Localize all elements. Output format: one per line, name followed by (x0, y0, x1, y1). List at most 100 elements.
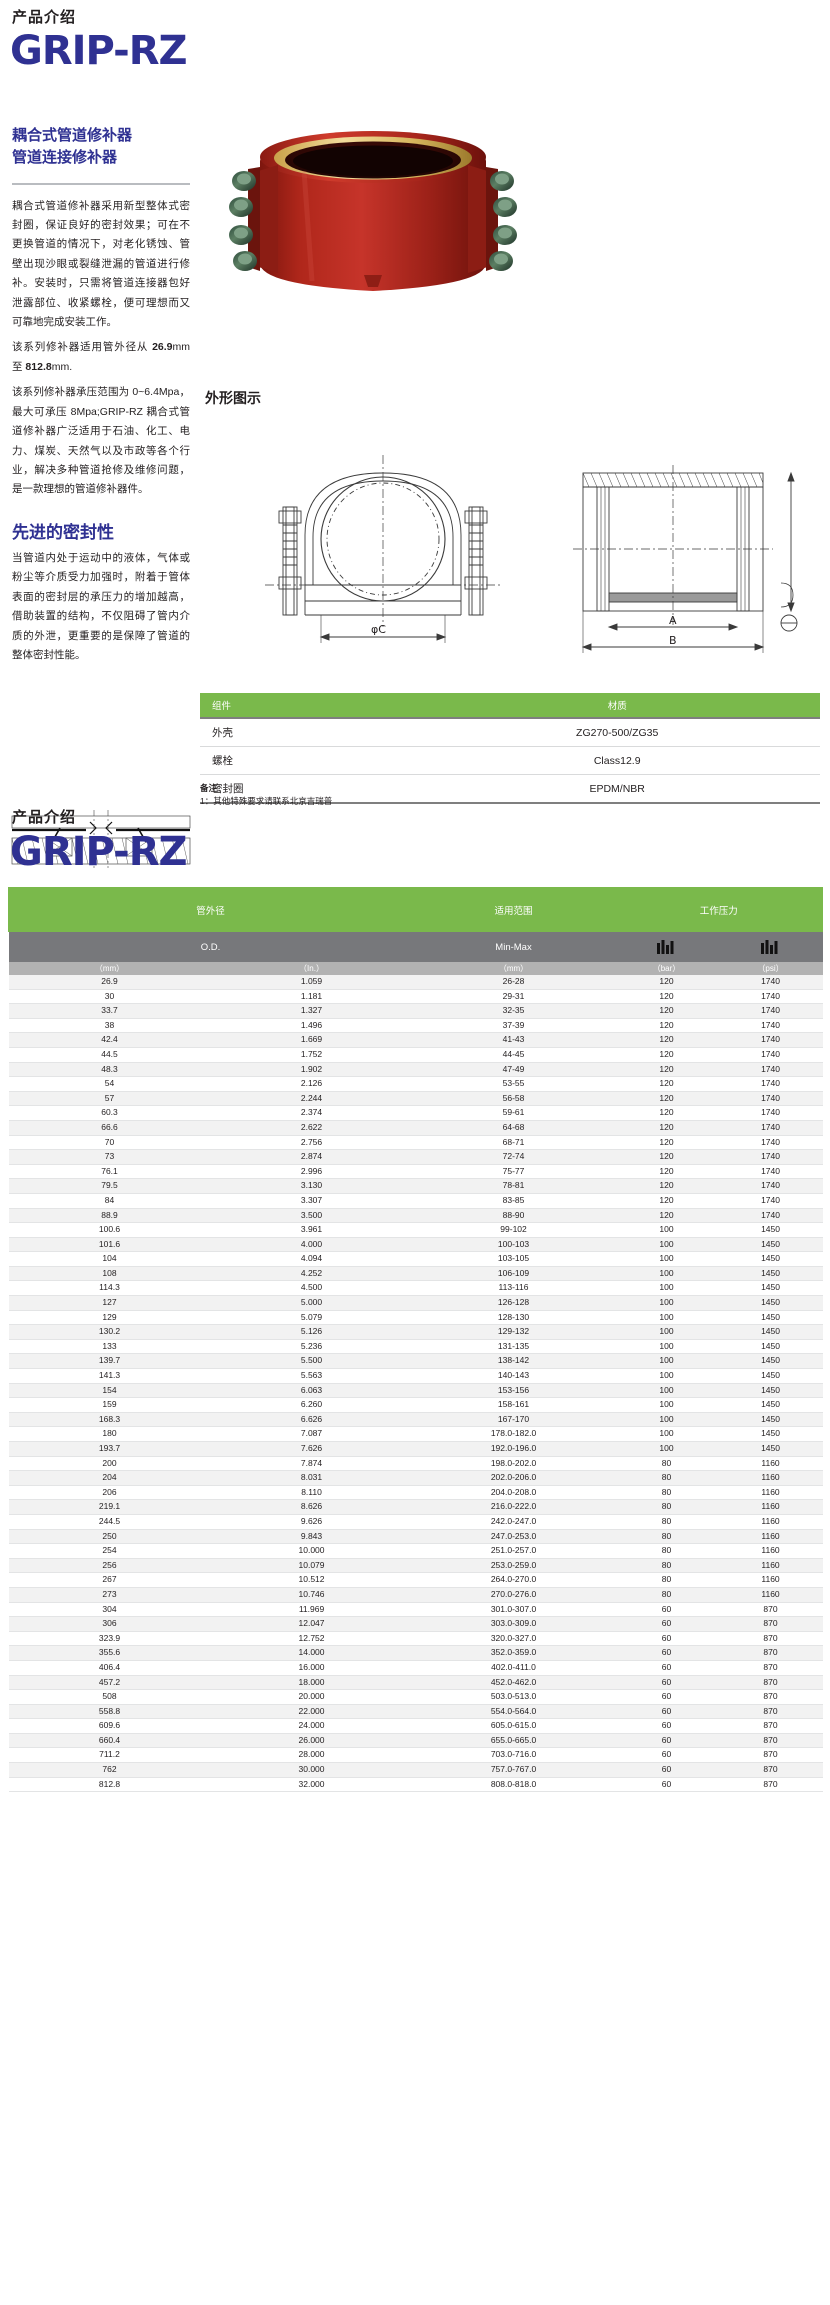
spec-group-range: 适用范围 (412, 887, 615, 932)
material-value: EPDM/NBR (414, 774, 820, 804)
cell-pressure-psi: 870 (718, 1631, 823, 1647)
cell-range-mm: 320.0-327.0 (412, 1631, 615, 1647)
table-row: 323.9 12.752 320.0-327.0 60 870 (8, 1631, 823, 1647)
cell-pressure-psi: 1160 (718, 1514, 823, 1530)
cell-pressure-psi: 870 (718, 1733, 823, 1749)
cell-pressure-psi: 1740 (718, 1193, 823, 1209)
cell-pressure-bar: 80 (614, 1529, 719, 1545)
cell-od-in: 12.047 (210, 1616, 413, 1632)
spec-group-header-row: 管外径 适用范围 工作压力 (7, 887, 823, 932)
seal-section-svg (11, 810, 191, 868)
left-text-column: 耦合式管道修补器 管道连接修补器 耦合式管道修补器采用新型整体式密封圈，保证良好… (12, 125, 190, 671)
cell-od-mm: 33.7 (8, 1003, 211, 1019)
cell-od-mm: 139.7 (8, 1353, 211, 1370)
cell-pressure-psi: 1450 (718, 1339, 823, 1355)
table-row: 48.3 1.902 47-49 120 1740 (8, 1062, 823, 1078)
cell-pressure-bar: 120 (614, 1062, 719, 1078)
cell-pressure-psi: 1450 (718, 1266, 823, 1282)
cell-range-mm: 202.0-206.0 (412, 1470, 615, 1486)
cell-pressure-psi: 1740 (718, 1164, 823, 1180)
spec-sub-od: O.D. (8, 932, 413, 962)
cell-range-mm: 129-132 (412, 1324, 615, 1340)
cell-pressure-bar: 100 (614, 1324, 719, 1340)
cell-range-mm: 68-71 (412, 1135, 615, 1151)
cell-range-mm: 301.0-307.0 (412, 1602, 615, 1618)
cell-pressure-psi: 1160 (718, 1558, 823, 1574)
cell-od-mm: 609.6 (8, 1718, 211, 1734)
cell-pressure-psi: 1160 (718, 1470, 823, 1486)
cell-od-mm: 200 (8, 1456, 211, 1472)
spec-sub-header-row: O.D. Min-Max (8, 932, 823, 962)
cell-pressure-bar: 80 (614, 1558, 719, 1574)
cell-range-mm: 64-68 (412, 1120, 615, 1136)
cell-range-mm: 59-61 (412, 1105, 615, 1121)
cell-range-mm: 153-156 (412, 1383, 615, 1399)
remark-block: 备注： 1：其他特殊要求请联系北京吉瑞普 (200, 782, 332, 808)
cell-od-in: 5.563 (210, 1368, 413, 1384)
cell-od-in: 3.307 (210, 1193, 413, 1209)
cell-range-mm: 53-55 (412, 1076, 615, 1092)
table-row: 129 5.079 128-130 100 1450 (8, 1310, 823, 1326)
cell-range-mm: 88-90 (412, 1208, 615, 1224)
cell-od-in: 22.000 (210, 1704, 413, 1720)
table-row: 254 10.000 251.0-257.0 80 1160 (8, 1543, 823, 1559)
cell-range-mm: 402.0-411.0 (412, 1660, 615, 1676)
material-header-row: 组件 材质 (200, 693, 820, 718)
cell-od-mm: 193.7 (8, 1441, 211, 1457)
cell-od-mm: 30 (8, 989, 211, 1005)
cell-pressure-psi: 1740 (718, 1018, 823, 1034)
cell-range-mm: 37-39 (412, 1018, 615, 1034)
bar-gauge-icon (614, 932, 719, 962)
cell-od-mm: 159 (8, 1397, 211, 1413)
paragraph-4: 当管道内处于运动中的液体，气体或粉尘等介质受力加强时，附着于管体表面的密封层的承… (12, 551, 190, 661)
cell-pressure-psi: 1740 (718, 1062, 823, 1078)
cell-pressure-bar: 60 (614, 1777, 719, 1793)
table-row: 306 12.047 303.0-309.0 60 870 (8, 1616, 823, 1632)
table-row: 219.1 8.626 216.0-222.0 80 1160 (8, 1499, 823, 1515)
cell-pressure-psi: 1740 (718, 989, 823, 1005)
material-component: 螺栓 (200, 746, 415, 775)
cell-od-mm: 306 (8, 1616, 211, 1632)
cell-pressure-bar: 100 (614, 1397, 719, 1413)
cell-od-in: 5.500 (210, 1353, 413, 1370)
cell-range-mm: 29-31 (412, 989, 615, 1005)
cell-range-mm: 204.0-208.0 (412, 1485, 615, 1501)
cell-pressure-bar: 100 (614, 1412, 719, 1428)
cell-pressure-psi: 1740 (718, 1003, 823, 1019)
dimension-label-phi-c: φC (371, 623, 386, 636)
cell-pressure-bar: 60 (614, 1704, 719, 1720)
cell-pressure-psi: 1740 (718, 1120, 823, 1136)
table-row: 76.1 2.996 75-77 120 1740 (8, 1164, 823, 1180)
cell-pressure-psi: 1740 (718, 1047, 823, 1063)
cell-od-in: 4.094 (210, 1251, 413, 1267)
cell-od-in: 2.874 (210, 1149, 413, 1165)
cell-od-mm: 250 (8, 1529, 211, 1545)
cell-pressure-bar: 120 (614, 1208, 719, 1224)
cell-pressure-bar: 100 (614, 1310, 719, 1326)
cell-pressure-bar: 100 (614, 1295, 719, 1311)
table-row: 812.8 32.000 808.0-818.0 60 870 (8, 1777, 823, 1793)
remark-title: 备注： (200, 783, 226, 793)
cell-od-in: 2.374 (210, 1105, 413, 1121)
table-row: 508 20.000 503.0-513.0 60 870 (8, 1689, 823, 1705)
cell-range-mm: 100-103 (412, 1237, 615, 1253)
cell-od-in: 7.087 (210, 1426, 413, 1442)
table-row: 30 1.181 29-31 120 1740 (8, 989, 823, 1005)
cell-range-mm: 140-143 (412, 1368, 615, 1384)
cell-od-in: 8.626 (210, 1499, 413, 1515)
cell-od-in: 14.000 (210, 1645, 413, 1661)
cell-od-mm: 660.4 (8, 1733, 211, 1749)
cell-range-mm: 247.0-253.0 (412, 1529, 615, 1545)
cell-od-mm: 244.5 (8, 1514, 211, 1530)
cell-pressure-bar: 120 (614, 1032, 719, 1048)
cell-pressure-psi: 1160 (718, 1587, 823, 1603)
cell-pressure-psi: 1740 (718, 975, 823, 990)
cell-od-in: 9.843 (210, 1529, 413, 1545)
cell-pressure-psi: 1160 (718, 1485, 823, 1501)
cell-od-mm: 206 (8, 1485, 211, 1501)
p2-min-od: 26.9 (152, 341, 173, 354)
cell-od-in: 4.252 (210, 1266, 413, 1282)
cell-pressure-psi: 1450 (718, 1280, 823, 1297)
cell-od-mm: 42.4 (8, 1032, 211, 1048)
cell-od-in: 32.000 (210, 1777, 413, 1793)
